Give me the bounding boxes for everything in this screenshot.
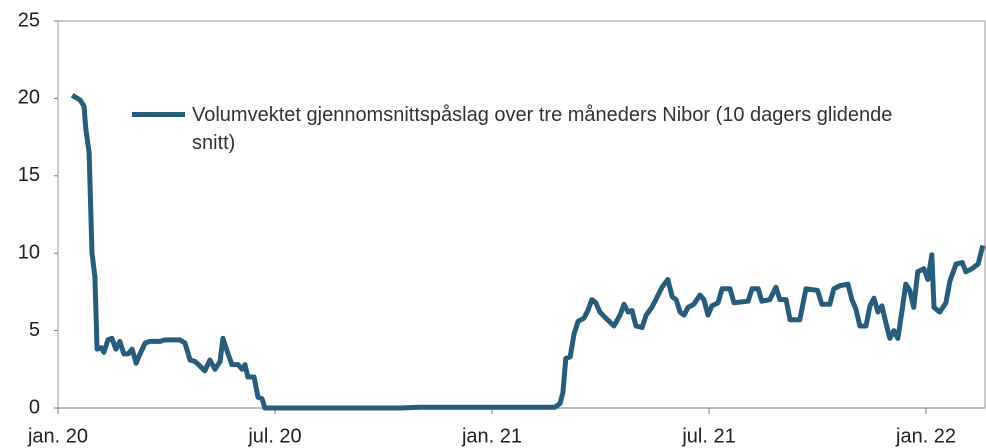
data-line [70, 93, 986, 411]
y-tick-label: 10 [18, 241, 40, 263]
legend-label: Volumvektet gjennomsnittspåslag over tre… [192, 104, 893, 154]
y-tick-label: 25 [18, 9, 40, 31]
y-tick-label: 5 [29, 319, 40, 341]
x-tick-label: jan. 21 [461, 425, 522, 447]
y-tick-label: 15 [18, 164, 40, 186]
legend-swatch [132, 112, 185, 117]
y-tick-label: 0 [29, 396, 40, 418]
plot-frame [57, 20, 986, 409]
x-tick-label: jul. 20 [247, 425, 301, 447]
y-tick-label: 20 [18, 87, 40, 109]
x-tick-label: jan. 22 [895, 425, 956, 447]
x-tick-label: jan. 20 [27, 425, 88, 447]
x-tick-label: jul. 21 [681, 425, 735, 447]
legend: Volumvektet gjennomsnittspåslag over tre… [132, 101, 932, 157]
